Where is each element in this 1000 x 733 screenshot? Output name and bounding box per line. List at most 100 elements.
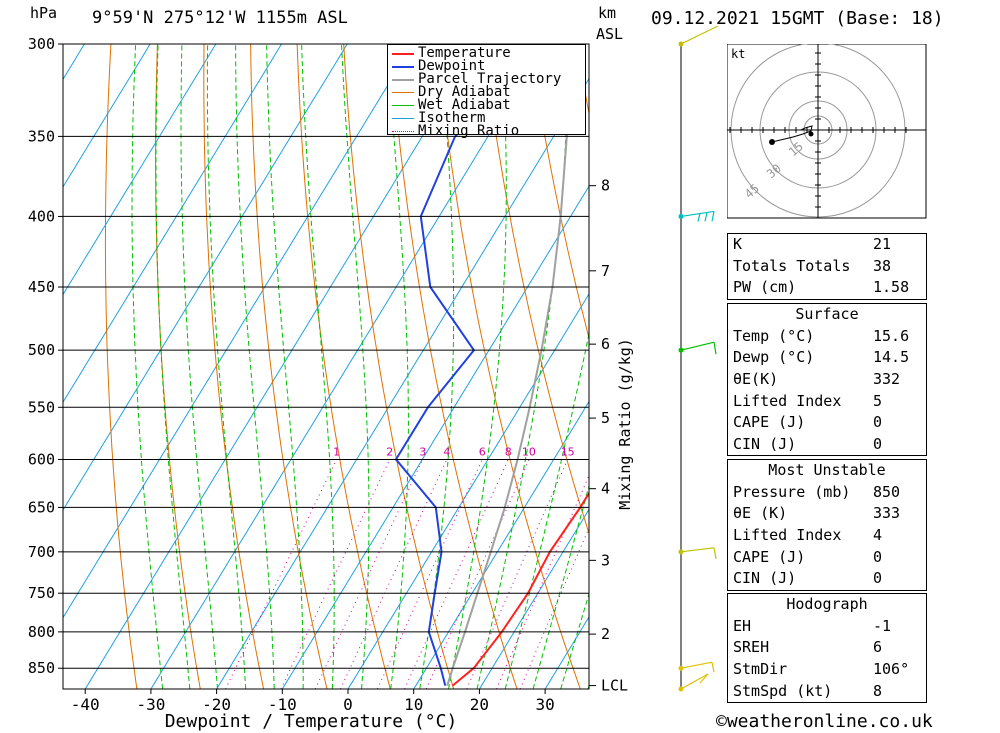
hodograph-table: Hodograph EH -1 SREH 6 StmDir 106° StmSpd (… (727, 593, 927, 703)
copyright-link[interactable]: ©weatheronline.co.uk (716, 711, 933, 732)
dry-adiabat-line (250, 44, 328, 689)
mixing-ratio-line (425, 459, 530, 689)
mu-row-thetae: θE (K) 333 (733, 504, 901, 523)
dry-adiabat-line (529, 44, 589, 341)
index-row-pw: PW (cm) 1.58 (733, 278, 910, 297)
mu-row-cin: CIN (J) 0 (733, 569, 883, 588)
wind-barb (680, 210, 715, 222)
isotherm-line (413, 400, 589, 689)
x-tick-label: -10 (268, 695, 297, 714)
hodograph-storm-point (808, 131, 814, 137)
wet-adiabat-line (206, 44, 247, 689)
isotherm-line (63, 44, 348, 511)
x-tick-label: 20 (470, 695, 489, 714)
wind-barb (680, 673, 709, 690)
hodograph-unit: kt (731, 47, 745, 61)
km-tick-label: 7 (601, 262, 610, 280)
km-tick-label: 4 (601, 480, 610, 498)
km-tick-label: LCL (601, 677, 628, 695)
pressure-tick-label: 350 (28, 127, 55, 145)
wet-adiabat-line (266, 44, 304, 689)
dry-adiabat-line (155, 44, 201, 689)
surface-table: Surface Temp (°C) 15.6 Dewp (°C) 14.5 θE(K… (727, 303, 927, 456)
pressure-tick-label: 300 (28, 35, 55, 53)
legend-item-dry-adiabat: Dry Adiabat (388, 85, 587, 99)
isotherm-line (63, 44, 414, 619)
dry-adiabat-line (482, 44, 589, 536)
mixing-ratio-label: 15 (561, 445, 575, 458)
most-unstable-title: Most Unstable (768, 461, 886, 479)
wet-adiabat-line (180, 44, 218, 689)
dry-adiabat-line (389, 44, 518, 689)
surface-row-dewp: Dewp (°C) 14.5 (733, 348, 910, 367)
wind-barb (680, 661, 715, 673)
wet-adiabat-line (341, 44, 370, 689)
wet-adiabat-line (560, 592, 589, 689)
surface-row-cape: CAPE (J) 0 (733, 413, 883, 432)
hodo-row-eh: EH -1 (733, 616, 892, 635)
isotherm-line (63, 44, 217, 296)
chart-legend: Temperature Dewpoint Parcel Trajectory D… (387, 44, 587, 138)
wet-adiabat-line (301, 44, 335, 689)
mixing-ratio-line (404, 459, 509, 689)
km-tick-label: 2 (601, 625, 610, 643)
hodograph: kt 15 30 45 (727, 44, 927, 219)
wet-adiabat-line (235, 44, 275, 689)
index-row-k: K 21 (733, 235, 892, 253)
wet-adiabat-line (476, 44, 569, 689)
pressure-unit-label: hPa (30, 4, 58, 22)
legend-item-wet-adiabat: Wet Adiabat (388, 98, 587, 112)
pressure-tick-label: 600 (28, 450, 55, 468)
mixing-ratio-label: 3 (419, 445, 426, 458)
parcel-trajectory-profile (446, 44, 572, 686)
mu-row-pressure: Pressure (mb) 850 (733, 482, 901, 501)
wet-adiabat-line (387, 44, 409, 689)
pressure-tick-label: 650 (28, 498, 55, 516)
plot-frame (62, 43, 590, 690)
pressure-tick-label: 800 (28, 623, 55, 641)
dewpoint-profile (394, 44, 552, 686)
mixing-ratio-label: 10 (522, 445, 536, 458)
isotherm-line (84, 44, 480, 689)
mixing-ratio-line (519, 526, 589, 689)
km-tick-label: 8 (601, 177, 610, 195)
mixing-ratio-label: 20 (589, 445, 603, 458)
dry-adiabat-line (203, 44, 265, 689)
isotherm-line (150, 44, 545, 689)
wet-adiabat-line (131, 44, 164, 689)
index-row-totals: Totals Totals 38 (733, 256, 892, 275)
wet-adiabat-line (419, 44, 455, 689)
km-tick-label: 3 (601, 551, 610, 569)
isotherm-line (347, 292, 589, 689)
mixing-ratio-line (376, 459, 483, 689)
hodograph-start-point (769, 139, 775, 145)
pressure-tick-label: 400 (28, 207, 55, 225)
mixing-ratio-label: 6 (479, 445, 486, 458)
mu-row-cape: CAPE (J) 0 (733, 547, 883, 566)
dry-adiabat-line (949, 44, 1000, 689)
mixing-ratio-axis-label: Mixing Ratio (g/kg) (616, 338, 634, 510)
pressure-tick-label: 500 (28, 341, 55, 359)
surface-row-thetae: θE(K) 332 (733, 370, 901, 389)
datetime-title: 09.12.2021 15GMT (Base: 18) (651, 8, 944, 29)
legend-item-temperature: Temperature (388, 46, 587, 60)
legend-item-mixing-ratio: Mixing Ratio (388, 124, 587, 138)
mixing-ratio-line (496, 474, 589, 689)
dry-adiabat-line (296, 44, 391, 689)
x-tick-label: 10 (404, 695, 423, 714)
height-unit-asl: ASL (596, 25, 624, 43)
surface-row-lifted: Lifted Index 5 (733, 391, 883, 410)
legend-item-dewpoint: Dewpoint (388, 59, 587, 73)
isotherm-line (544, 616, 589, 689)
km-tick-label: 6 (601, 335, 610, 353)
mixing-ratio-line (225, 459, 338, 689)
hodograph-trace (771, 125, 813, 143)
x-tick-label: 0 (343, 695, 353, 714)
dry-adiabat-line (436, 44, 581, 689)
x-tick-label: -40 (71, 695, 100, 714)
wet-adiabat-line (448, 44, 507, 689)
hodo-row-stmspd: StmSpd (kt) 8 (733, 681, 883, 700)
dry-adiabat-line (104, 44, 138, 689)
isotherm-line (478, 508, 589, 689)
